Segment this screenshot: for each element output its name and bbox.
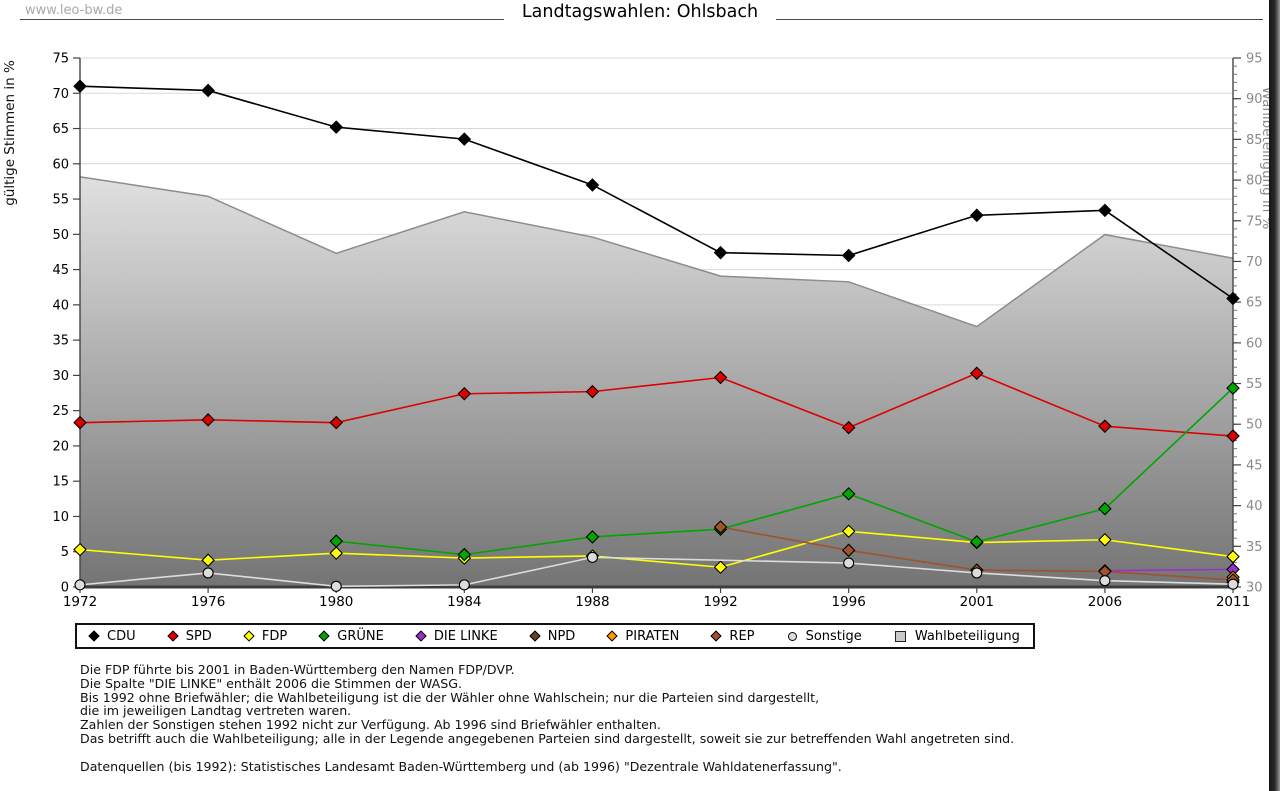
right-tick-label: 45: [1246, 458, 1263, 473]
left-tick-label: 25: [52, 404, 69, 419]
legend-item-spd: SPD: [167, 628, 212, 644]
piraten-marker-icon: [606, 630, 619, 642]
left-tick-label: 60: [52, 157, 69, 172]
left-tick-label: 5: [61, 545, 69, 560]
right-tick-label: 50: [1246, 418, 1263, 433]
series-wahlbeteiligung-outline: [79, 176, 1234, 328]
x-tick-label: 2011: [1216, 594, 1250, 610]
legend-item-grune: GRÜNE: [318, 628, 384, 644]
x-tick-label: 1996: [831, 594, 865, 610]
x-tick-label: 2001: [960, 594, 994, 610]
sonstige-marker-icon: [787, 631, 797, 641]
legend-item-fdp: FDP: [243, 628, 288, 644]
chart-footnotes: Die FDP führte bis 2001 in Baden-Württem…: [80, 663, 1014, 773]
legend-label: SPD: [185, 628, 212, 644]
watermark: www.leo-bw.de: [25, 3, 123, 18]
right-tick-label: 30: [1246, 581, 1263, 596]
x-tick-label: 1992: [703, 594, 737, 610]
footnote-line: Die Spalte "DIE LINKE" enthält 2006 die …: [80, 675, 463, 691]
x-tick-label: 1972: [63, 594, 97, 610]
right-tick-label: 95: [1246, 52, 1263, 67]
die-linke-marker-icon: [415, 630, 427, 642]
legend-item-rep: REP: [710, 628, 755, 644]
rep-marker-icon: [710, 630, 723, 642]
x-tick-label: 1988: [575, 594, 609, 610]
right-tick-label: 40: [1246, 499, 1263, 514]
election-chart: 0 5 10 15 20 25 30 35 40 45 50 55 60 65 70 75 30 35 40 45 50…: [2, 52, 1275, 611]
left-tick-label: 10: [52, 510, 69, 525]
right-tick-label: 70: [1246, 255, 1263, 270]
right-tick-label: 75: [1246, 214, 1263, 229]
legend-item-cdu: CDU: [88, 628, 136, 644]
right-tick-label: 80: [1246, 174, 1263, 189]
left-tick-label: 20: [52, 439, 69, 454]
legend-label: PIRATEN: [625, 628, 680, 644]
right-tick-label: 55: [1246, 377, 1263, 392]
chart-legend: CDU SPD FDP GRÜNE DIE LINKE NPD PIRATEN REP Sons…: [75, 623, 1035, 649]
footnote-line: Das betrifft auch die Wahlbeteiligung; a…: [80, 730, 1015, 746]
wahlbeteiligung-marker-icon: [894, 630, 906, 642]
legend-label: FDP: [261, 628, 288, 644]
x-tick-label: 1976: [191, 594, 225, 610]
x-tick-label: 2006: [1088, 594, 1122, 610]
page-title: Landtagswahlen: Ohlsbach: [503, 2, 777, 22]
series-spd: [73, 366, 1240, 443]
legend-label: NPD: [547, 628, 576, 644]
left-tick-label: 30: [52, 369, 69, 384]
series-fdp: [73, 524, 1240, 575]
grune-marker-icon: [318, 630, 330, 642]
x-tick-label: 1984: [447, 594, 481, 610]
series-wahlbeteiligung-area: [80, 176, 1233, 587]
left-tick-label: 40: [52, 298, 69, 313]
legend-label: CDU: [107, 628, 136, 644]
left-tick-label: 75: [52, 52, 69, 67]
left-tick-label: 55: [52, 193, 69, 208]
left-tick-label: 35: [52, 334, 69, 349]
legend-item-piraten: PIRATEN: [606, 628, 680, 644]
data-source-line: Datenquellen (bis 1992): Statistisches L…: [80, 758, 842, 774]
footnote-line: Bis 1992 ohne Briefwähler; die Wahlbetei…: [80, 689, 820, 705]
left-tick-label: 70: [52, 87, 69, 102]
legend-item-die-linke: DIE LINKE: [415, 628, 498, 644]
legend-label: Wahlbeteiligung: [914, 628, 1020, 644]
legend-label: DIE LINKE: [433, 628, 498, 644]
left-tick-label: 45: [52, 263, 69, 278]
footnote-line: Zahlen der Sonstigen stehen 1992 nicht z…: [80, 717, 661, 733]
footnote-line: Die FDP führte bis 2001 in Baden-Württem…: [80, 662, 515, 677]
right-tick-label: 90: [1246, 92, 1263, 107]
right-tick-label: 85: [1246, 133, 1263, 148]
series-cdu: [73, 79, 1240, 306]
right-tick-label: 65: [1246, 296, 1263, 311]
legend-label: REP: [729, 628, 755, 644]
legend-item-sonstige: Sonstige: [787, 628, 862, 644]
footnote-gap: [80, 746, 1014, 760]
npd-marker-icon: [529, 630, 541, 642]
right-tick-label: 35: [1246, 540, 1263, 555]
left-tick-label: 0: [61, 581, 69, 596]
left-tick-label: 50: [52, 228, 69, 243]
legend-item-wahlbeteiligung: Wahlbeteiligung: [894, 628, 1020, 644]
left-tick-label: 15: [52, 475, 69, 490]
left-axis-title: gültige Stimmen in %: [2, 60, 18, 206]
legend-label: Sonstige: [805, 628, 862, 644]
cdu-marker-icon: [88, 630, 100, 642]
footnote-line: die im jeweiligen Landtag vertreten ware…: [80, 703, 352, 719]
legend-item-npd: NPD: [529, 628, 576, 644]
left-tick-label: 65: [52, 122, 69, 137]
frame-right-bar: [1269, 0, 1280, 791]
legend-label: GRÜNE: [337, 628, 384, 644]
series-sonstige: [74, 551, 1239, 592]
fdp-marker-icon: [243, 630, 255, 642]
spd-marker-icon: [167, 630, 179, 642]
x-tick-label: 1980: [319, 594, 353, 610]
right-tick-label: 60: [1246, 336, 1263, 351]
